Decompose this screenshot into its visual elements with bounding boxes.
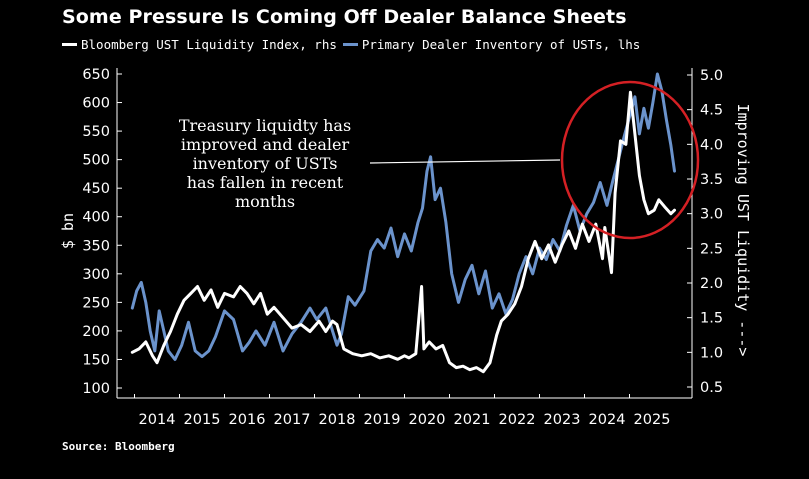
- left-tick-label: 650: [82, 67, 110, 83]
- x-axis: 2014 2015 2016 2017 2018 2019 2020 2021 2022 2023…: [134, 394, 671, 428]
- annotation-line: has fallen in recent: [187, 173, 344, 192]
- right-tick-label: 3.5: [700, 172, 723, 188]
- source-note: Source: Bloomberg: [62, 440, 175, 453]
- x-tick-label: 2023: [544, 412, 581, 428]
- annotation-line: inventory of USTs: [193, 154, 338, 173]
- right-tick-label: 5.0: [700, 68, 723, 84]
- x-tick-label: 2015: [184, 412, 221, 428]
- right-tick-label: 1.0: [700, 345, 723, 361]
- right-tick-label: 2.5: [700, 241, 723, 257]
- right-tick-label: 4.0: [700, 137, 723, 153]
- legend-label-liquidity-index: Bloomberg UST Liquidity Index, rhs: [81, 37, 337, 52]
- chart-legend: Bloomberg UST Liquidity Index, rhs Prima…: [62, 37, 646, 52]
- legend-label-dealer-inventory: Primary Dealer Inventory of USTs, lhs: [361, 37, 641, 52]
- x-tick-label: 2018: [319, 412, 356, 428]
- series-line-dealer-inventory: [130, 72, 676, 361]
- legend-swatch-blue: [342, 43, 358, 46]
- left-tick-label: 450: [82, 181, 110, 197]
- x-tick-label: 2025: [634, 412, 671, 428]
- legend-swatch-white: [62, 43, 77, 46]
- right-tick-label: 4.5: [700, 103, 723, 119]
- left-tick-label: 600: [82, 96, 110, 112]
- highlight-circle: [560, 80, 700, 240]
- right-tick-label: 1.5: [700, 311, 723, 327]
- x-tick-label: 2021: [454, 412, 491, 428]
- series-layer: [130, 72, 676, 374]
- legend-item-liquidity-index: Bloomberg UST Liquidity Index, rhs: [62, 37, 337, 52]
- annotation-line: Treasury liquidty has: [179, 116, 351, 135]
- x-tick-label: 2016: [229, 412, 266, 428]
- legend-item-dealer-inventory: Primary Dealer Inventory of USTs, lhs: [342, 37, 641, 52]
- x-tick-label: 2017: [274, 412, 311, 428]
- right-axis: 5.0 4.5 4.0 3.5 3.0 2.5 2.0 1.5 1.0 0.5: [687, 68, 723, 396]
- chart-title: Some Pressure Is Coming Off Dealer Balan…: [62, 6, 627, 28]
- left-tick-label: 350: [82, 238, 110, 254]
- x-tick-label: 2014: [139, 412, 176, 428]
- left-tick-label: 300: [82, 267, 110, 283]
- x-tick-label: 2024: [589, 412, 626, 428]
- right-axis-title: Improving UST Liquidity --->: [734, 104, 752, 357]
- left-tick-label: 200: [82, 324, 110, 340]
- left-tick-label: 550: [82, 124, 110, 140]
- left-tick-label: 100: [82, 381, 110, 397]
- left-axis-title: $ bn: [59, 213, 77, 249]
- right-tick-label: 2.0: [700, 276, 723, 292]
- left-tick-label: 500: [82, 153, 110, 169]
- right-tick-label: 3.0: [700, 207, 723, 223]
- x-tick-label: 2022: [499, 412, 536, 428]
- x-tick-label: 2019: [364, 412, 401, 428]
- left-axis: 650 600 550 500 450 400 350 300 250 200 150 100: [82, 67, 122, 397]
- x-tick-label: 2020: [409, 412, 446, 428]
- annotation-line: improved and dealer: [181, 135, 350, 154]
- annotation-leader-line: [369, 159, 561, 164]
- series-line-liquidity-index: [130, 90, 676, 374]
- left-tick-label: 150: [82, 352, 110, 368]
- left-tick-label: 250: [82, 295, 110, 311]
- right-tick-label: 0.5: [700, 380, 723, 396]
- annotation-line: months: [235, 192, 295, 211]
- left-tick-label: 400: [82, 210, 110, 226]
